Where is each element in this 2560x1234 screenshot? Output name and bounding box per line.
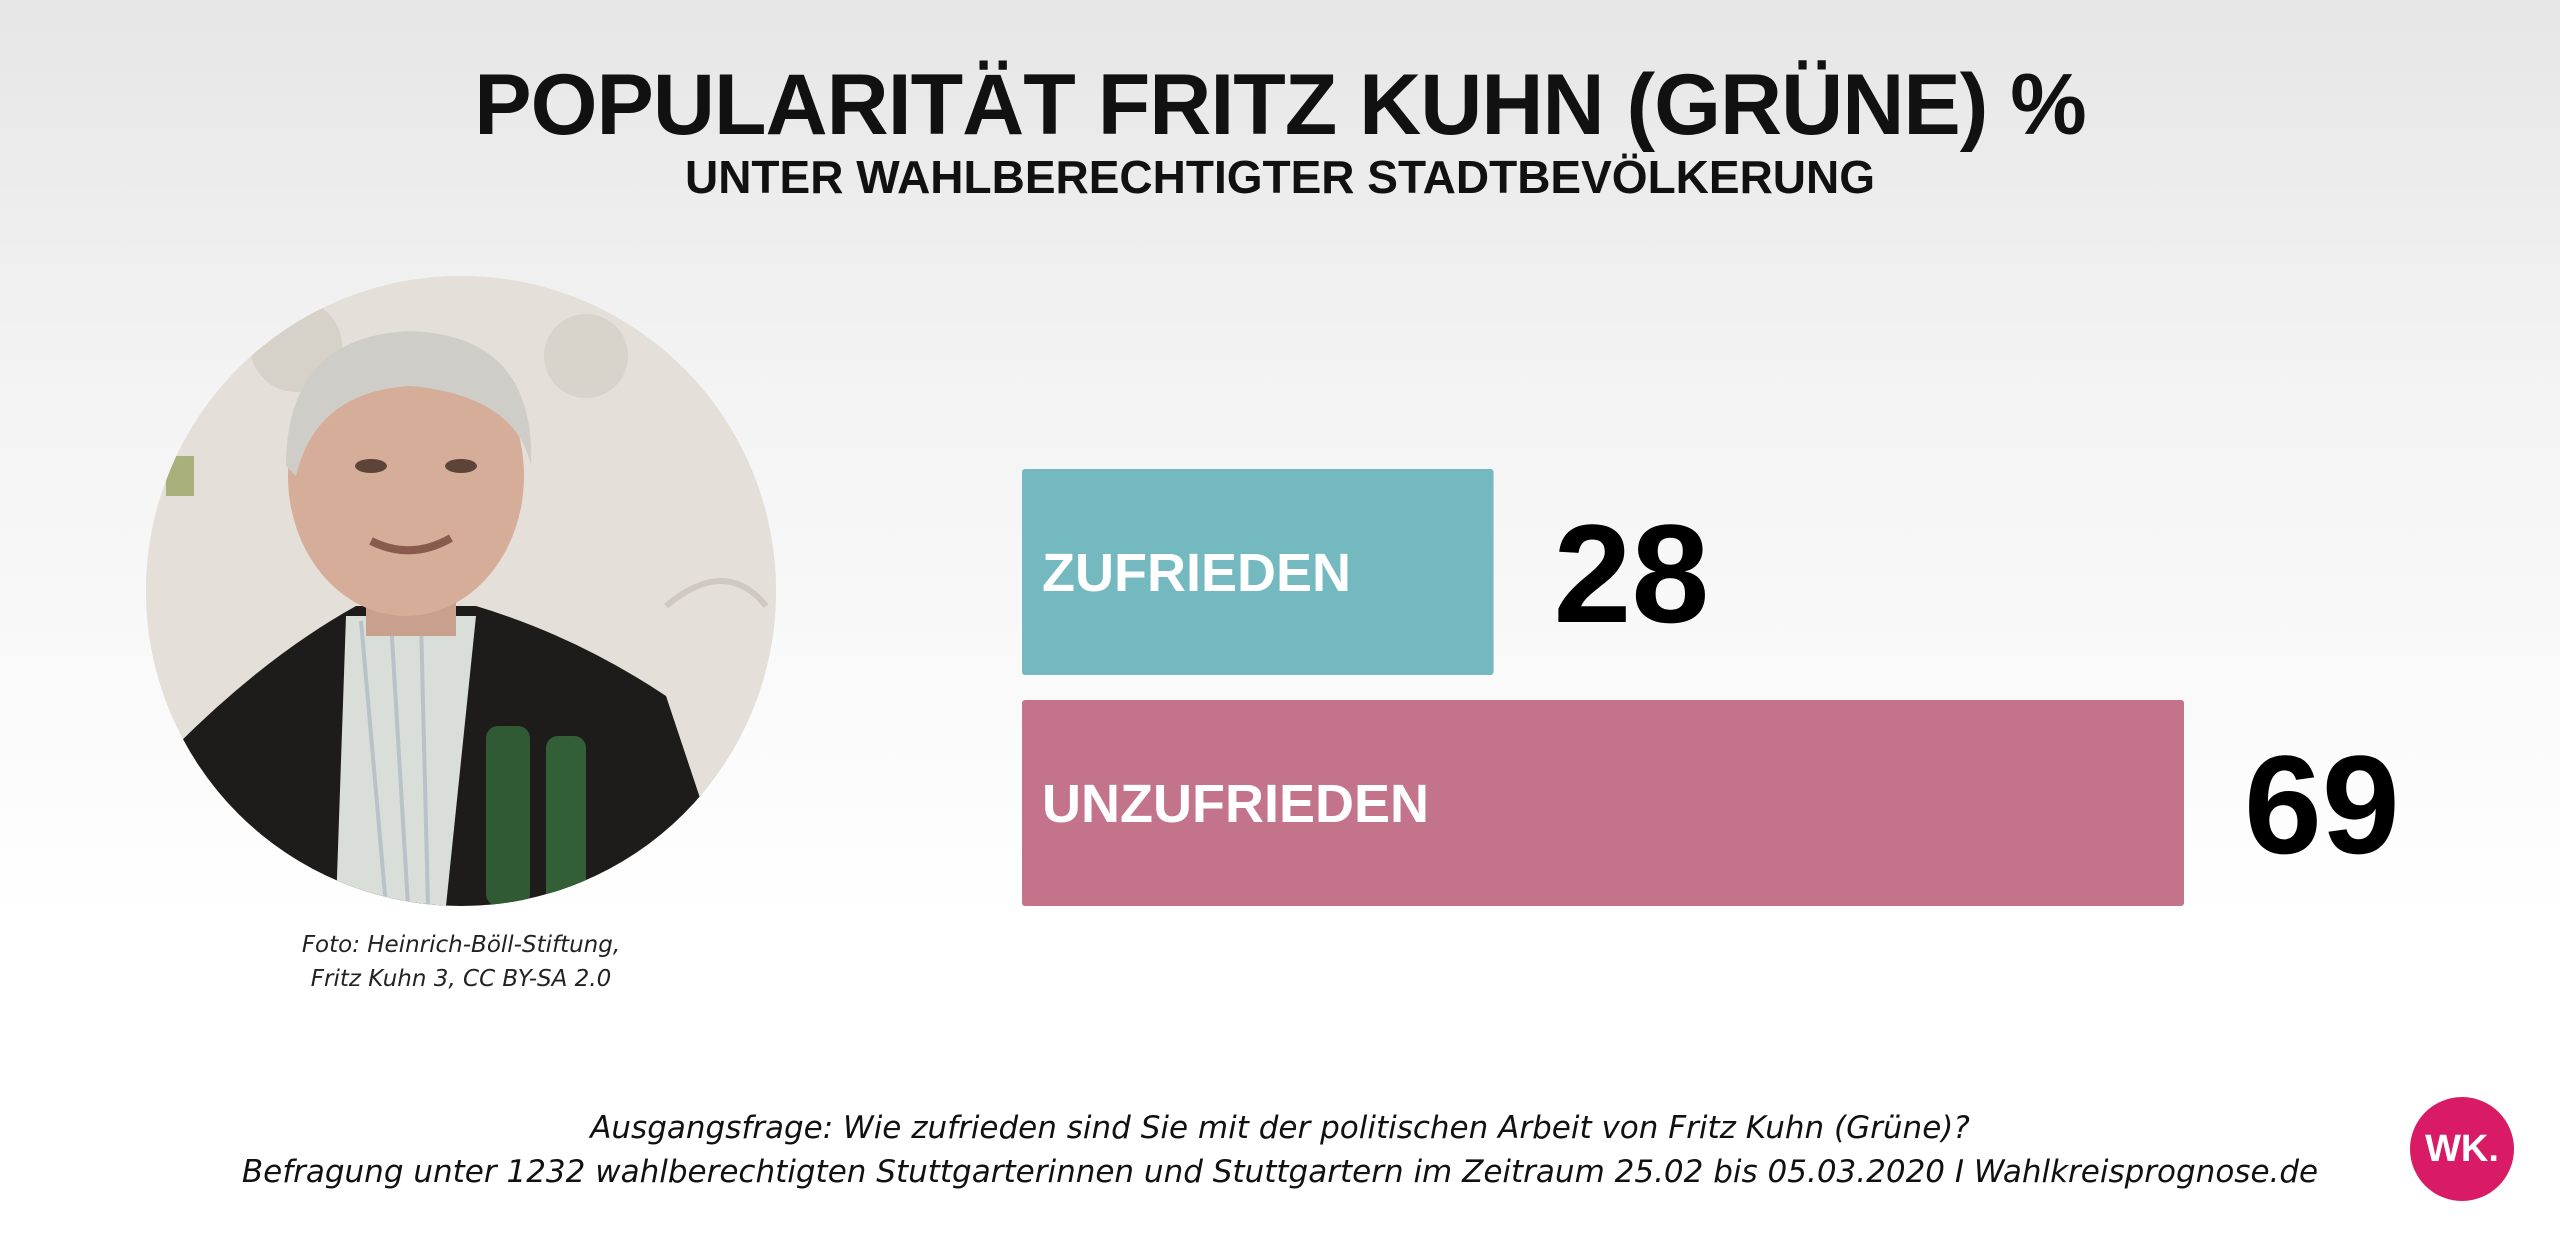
footer-note: Ausgangsfrage: Wie zufrieden sind Sie mi… bbox=[0, 1106, 2560, 1194]
chart-title: POPULARITÄT FRITZ KUHN (GRÜNE) % bbox=[474, 57, 2086, 153]
bar-zufrieden bbox=[1022, 469, 1494, 675]
footer-question: Ausgangsfrage: Wie zufrieden sind Sie mi… bbox=[590, 1110, 1970, 1146]
photo-caption: Foto: Heinrich-Böll-Stiftung, Fritz Kuhn… bbox=[261, 928, 661, 996]
chart-subtitle: UNTER WAHLBERECHTIGTER STADTBEVÖLKERUNG bbox=[684, 151, 1876, 203]
bar-unzufrieden bbox=[1022, 700, 2184, 906]
photo-caption-line-1: Foto: Heinrich-Böll-Stiftung, bbox=[301, 932, 621, 958]
wk-logo: WK. bbox=[2410, 1097, 2514, 1201]
value-label-unzufrieden: 69 bbox=[2244, 726, 2400, 883]
bar-label-unzufrieden: UNZUFRIEDEN bbox=[1042, 774, 1429, 834]
value-label-zufrieden: 28 bbox=[1554, 495, 1710, 652]
footer-survey-info: Befragung unter 1232 wahlberechtigten St… bbox=[241, 1154, 2319, 1190]
bar-label-zufrieden: ZUFRIEDEN bbox=[1042, 543, 1351, 603]
photo-caption-line-2: Fritz Kuhn 3, CC BY-SA 2.0 bbox=[310, 966, 612, 992]
